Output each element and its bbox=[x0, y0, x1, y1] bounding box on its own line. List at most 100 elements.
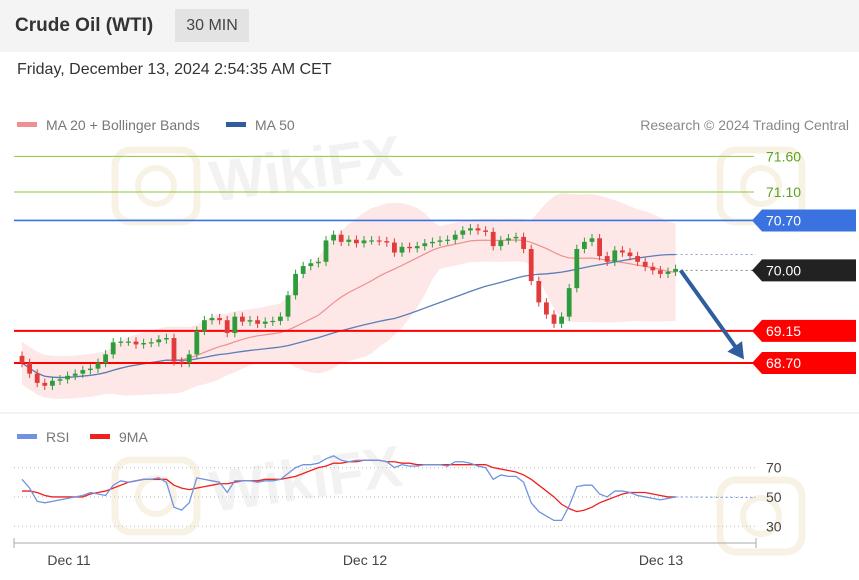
chart-title: Crude Oil (WTI) bbox=[15, 15, 154, 36]
x-tick-label: Dec 11 bbox=[47, 552, 91, 568]
candle-body bbox=[635, 256, 640, 262]
candle-body bbox=[544, 302, 549, 315]
candle-body bbox=[422, 243, 428, 247]
candle-body bbox=[460, 230, 466, 235]
candle-body bbox=[65, 375, 70, 380]
rsi-tick-label: 70 bbox=[766, 460, 782, 476]
candle-body bbox=[445, 239, 450, 241]
rsi-line bbox=[21, 455, 676, 522]
candle-body bbox=[673, 268, 678, 272]
legend-label-rsi: RSI bbox=[46, 429, 69, 445]
candle-body bbox=[308, 263, 314, 267]
chart-datetime: Friday, December 13, 2024 2:54:35 AM CET bbox=[17, 61, 332, 78]
candle-body bbox=[95, 362, 101, 369]
rsi-panel: 70 50 30 bbox=[14, 455, 782, 534]
candle-body bbox=[179, 361, 184, 363]
candle-body bbox=[490, 231, 496, 247]
candle-body bbox=[141, 343, 146, 345]
candle-body bbox=[566, 288, 572, 317]
level-tag-69.15 bbox=[752, 319, 856, 342]
level-label-70.00: 70.00 bbox=[766, 262, 801, 278]
candle-body bbox=[57, 379, 63, 381]
candle-body bbox=[597, 238, 602, 257]
candle-body bbox=[126, 341, 131, 343]
candle-body bbox=[209, 318, 215, 321]
candle-body bbox=[437, 240, 443, 242]
candle-body bbox=[118, 341, 124, 343]
candle-body bbox=[665, 271, 671, 274]
legend-label-ma50: MA 50 bbox=[255, 117, 295, 133]
candle-body bbox=[103, 354, 108, 363]
legend-label-rsi-ma: 9MA bbox=[119, 429, 148, 445]
candle-body bbox=[376, 240, 382, 242]
candle-body bbox=[369, 240, 374, 242]
level-label-71.10: 71.10 bbox=[766, 184, 801, 200]
candle-body bbox=[642, 261, 648, 267]
candle-body bbox=[300, 266, 306, 274]
legend-swatch-rsi-ma bbox=[90, 434, 110, 439]
legend-label-ma20: MA 20 + Bollinger Bands bbox=[46, 117, 200, 133]
candle-body bbox=[88, 368, 93, 371]
candle-body bbox=[133, 341, 139, 345]
candle-body bbox=[186, 354, 192, 363]
projection-arrow-line bbox=[678, 269, 740, 352]
rsi-extension bbox=[675, 496, 757, 499]
candle-body bbox=[202, 320, 207, 331]
bollinger-band bbox=[22, 193, 676, 399]
candle-body bbox=[521, 236, 526, 249]
chart-header: Crude Oil (WTI) 30 MIN bbox=[0, 0, 859, 52]
price-legend: MA 20 + Bollinger Bands MA 50 Research ©… bbox=[17, 117, 849, 133]
candle-body bbox=[392, 242, 397, 253]
candle-body bbox=[627, 252, 633, 257]
candle-body bbox=[42, 382, 48, 386]
candle-body bbox=[34, 373, 40, 383]
legend-swatch-ma50 bbox=[226, 122, 246, 127]
projection-arrow-head bbox=[727, 341, 744, 360]
candle-body bbox=[483, 230, 488, 232]
candle-body bbox=[110, 342, 116, 355]
candle-body bbox=[285, 295, 291, 317]
candle-body bbox=[331, 234, 336, 241]
candle-body bbox=[399, 246, 405, 253]
candle-body bbox=[224, 320, 230, 334]
candle-body bbox=[346, 239, 352, 242]
legend-swatch-ma20 bbox=[17, 122, 37, 127]
rsi-tick-label: 50 bbox=[766, 489, 782, 505]
candle-body bbox=[551, 314, 557, 324]
candle-body bbox=[338, 234, 344, 242]
research-credit: Research © 2024 Trading Central bbox=[640, 117, 849, 133]
candle-body bbox=[262, 321, 268, 324]
legend-swatch-rsi bbox=[17, 434, 37, 439]
candle-body bbox=[171, 338, 177, 362]
candle-body bbox=[270, 320, 276, 323]
timeframe-badge[interactable]: 30 MIN bbox=[175, 9, 249, 42]
candlesticks bbox=[19, 224, 678, 391]
candle-body bbox=[407, 246, 412, 249]
svg-text:WikiFX: WikiFX bbox=[206, 434, 406, 525]
x-tick-label: Dec 12 bbox=[343, 552, 388, 568]
level-tag-70.00 bbox=[752, 259, 856, 282]
candle-body bbox=[156, 339, 162, 343]
candle-body bbox=[650, 266, 656, 271]
candle-body bbox=[232, 316, 238, 334]
candle-body bbox=[278, 316, 283, 321]
candle-body bbox=[475, 228, 481, 231]
candle-body bbox=[658, 270, 663, 274]
candle-body bbox=[164, 338, 169, 340]
candle-body bbox=[316, 261, 321, 264]
candle-body bbox=[430, 241, 435, 244]
watermark-logo-icon bbox=[111, 146, 201, 226]
candle-body bbox=[194, 330, 200, 355]
candle-body bbox=[293, 273, 298, 296]
candle-body bbox=[559, 316, 564, 324]
candle-body bbox=[19, 355, 25, 363]
candle-body bbox=[50, 380, 55, 386]
svg-text:WikiFX: WikiFX bbox=[206, 124, 406, 215]
candle-body bbox=[574, 248, 580, 289]
rsi-tick-label: 30 bbox=[766, 518, 782, 534]
candle-body bbox=[513, 236, 519, 239]
x-axis: Dec 11 Dec 12 Dec 13 bbox=[13, 538, 757, 568]
level-label-69.15: 69.15 bbox=[766, 323, 801, 339]
candle-body bbox=[361, 240, 367, 244]
candle-body bbox=[468, 228, 473, 231]
